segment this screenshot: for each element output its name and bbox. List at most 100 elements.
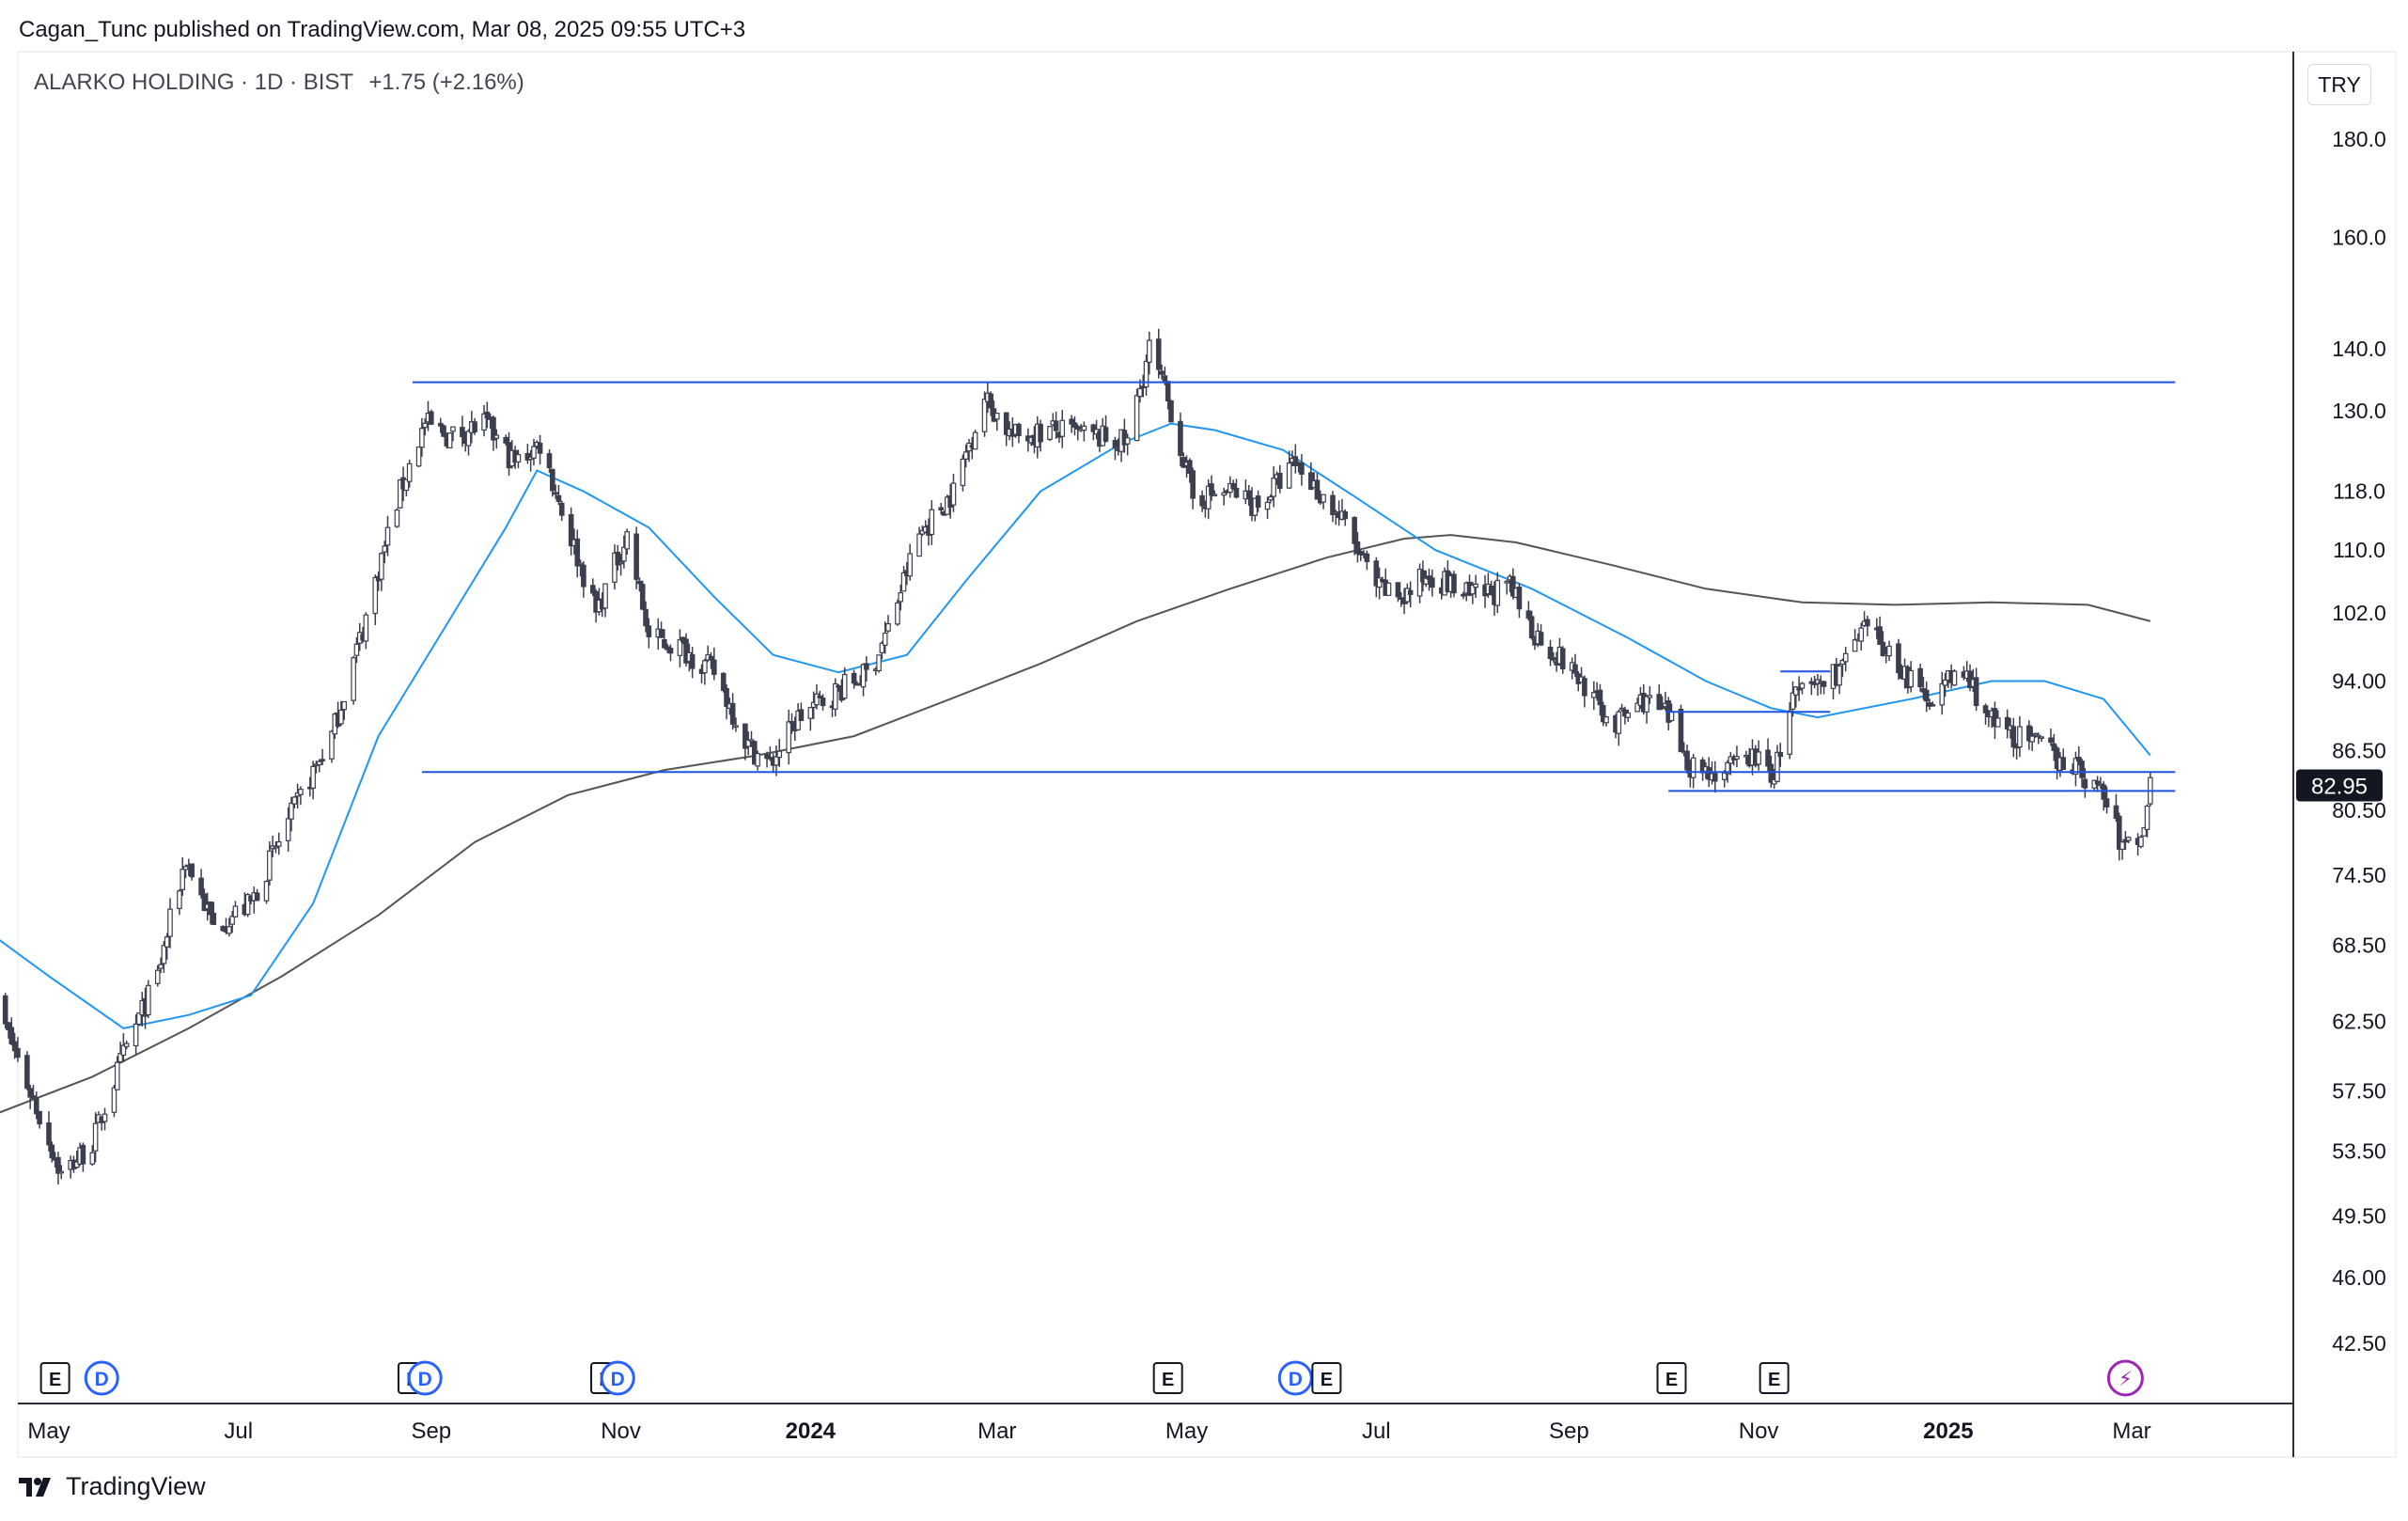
candle bbox=[1749, 739, 1756, 776]
candle bbox=[2138, 835, 2144, 849]
dividend-event-badge[interactable]: D bbox=[1277, 1360, 1313, 1396]
candle bbox=[904, 561, 910, 586]
last-price-label: 82.95 bbox=[2311, 775, 2368, 800]
candle bbox=[1112, 436, 1118, 461]
candle bbox=[1243, 479, 1249, 505]
candle bbox=[698, 664, 705, 683]
candle bbox=[229, 911, 235, 933]
candle bbox=[146, 980, 151, 1018]
candle bbox=[550, 468, 555, 497]
candle bbox=[1380, 576, 1385, 584]
candle bbox=[636, 577, 643, 592]
candle bbox=[30, 1084, 37, 1100]
earnings-event-badge[interactable]: E bbox=[1656, 1362, 1687, 1394]
candle bbox=[267, 840, 273, 886]
candle bbox=[1426, 568, 1432, 591]
candle bbox=[515, 449, 522, 469]
currency-button[interactable]: TRY bbox=[2307, 64, 2371, 105]
candle bbox=[1597, 683, 1603, 716]
candle bbox=[117, 1042, 123, 1063]
candle bbox=[1053, 411, 1059, 439]
candle bbox=[1743, 750, 1749, 765]
candle bbox=[24, 1051, 30, 1090]
candle bbox=[1896, 638, 1901, 681]
candle bbox=[876, 654, 882, 673]
candle bbox=[1559, 646, 1566, 674]
candle bbox=[1504, 579, 1510, 595]
candle bbox=[1274, 471, 1280, 485]
candle bbox=[360, 626, 366, 643]
candle bbox=[1765, 738, 1771, 772]
candle bbox=[1162, 366, 1168, 385]
candle bbox=[745, 731, 751, 756]
candle bbox=[1482, 574, 1488, 608]
candle bbox=[506, 431, 512, 477]
candle bbox=[394, 508, 400, 528]
earnings-event-badge[interactable]: E bbox=[1759, 1362, 1790, 1394]
candle bbox=[1616, 709, 1622, 746]
candle bbox=[1961, 666, 1967, 681]
candle bbox=[537, 434, 543, 465]
candle bbox=[462, 431, 469, 452]
candle bbox=[335, 701, 341, 729]
candle bbox=[2103, 786, 2110, 814]
candle bbox=[527, 449, 534, 472]
price-tick-label: 80.50 bbox=[2332, 798, 2386, 823]
candle bbox=[1395, 582, 1401, 603]
candle bbox=[425, 400, 431, 431]
earnings-event-badge[interactable]: E bbox=[1311, 1362, 1342, 1394]
candle bbox=[1899, 664, 1905, 681]
candle bbox=[33, 1091, 39, 1120]
dividend-event-badge[interactable]: D bbox=[84, 1360, 119, 1396]
earnings-event-badge[interactable]: E bbox=[39, 1362, 70, 1394]
svg-text:D: D bbox=[611, 1369, 625, 1390]
candle bbox=[375, 571, 382, 591]
time-tick-label: 2025 bbox=[1923, 1419, 1973, 1444]
tradingview-brand[interactable]: TradingView bbox=[19, 1472, 206, 1501]
candle bbox=[1777, 743, 1784, 767]
candle bbox=[1547, 639, 1554, 666]
earnings-event-badge[interactable]: E bbox=[397, 1362, 428, 1394]
candle bbox=[1069, 415, 1074, 433]
candle bbox=[1249, 487, 1255, 522]
candle bbox=[356, 622, 363, 651]
candle bbox=[683, 633, 689, 667]
candle bbox=[2079, 758, 2085, 788]
candle bbox=[1556, 637, 1563, 666]
candle bbox=[1618, 703, 1625, 712]
candle bbox=[1292, 444, 1299, 474]
candle bbox=[1463, 581, 1470, 602]
earnings-event-badge[interactable]: E bbox=[590, 1362, 621, 1394]
candle bbox=[950, 474, 957, 512]
candle bbox=[1532, 635, 1538, 651]
dividend-event-badge[interactable]: D bbox=[600, 1360, 635, 1396]
candle bbox=[1361, 550, 1367, 559]
candle bbox=[1659, 696, 1665, 711]
candle bbox=[919, 525, 926, 537]
candle bbox=[1357, 549, 1364, 561]
candle bbox=[329, 729, 335, 763]
time-tick-label: May bbox=[27, 1419, 70, 1444]
candle bbox=[1994, 710, 2001, 728]
candle bbox=[1209, 475, 1214, 501]
candle bbox=[1613, 713, 1618, 739]
candle bbox=[1056, 431, 1062, 443]
candle bbox=[167, 898, 173, 949]
candle bbox=[1948, 664, 1954, 689]
candle bbox=[307, 776, 313, 797]
candle bbox=[1992, 701, 1998, 740]
dividend-event-badge[interactable]: D bbox=[407, 1360, 443, 1396]
candle bbox=[2017, 715, 2023, 758]
candle bbox=[938, 502, 945, 515]
candle bbox=[1799, 682, 1806, 695]
earnings-event-badge[interactable]: E bbox=[1152, 1362, 1183, 1394]
price-tick-label: 110.0 bbox=[2333, 538, 2385, 562]
flash-event-badge[interactable]: ⚡ bbox=[2106, 1359, 2144, 1397]
candle bbox=[662, 629, 667, 650]
candle bbox=[275, 832, 282, 855]
candle bbox=[142, 987, 149, 1029]
candle bbox=[2094, 776, 2101, 792]
candle bbox=[624, 528, 630, 556]
candle bbox=[465, 429, 472, 456]
